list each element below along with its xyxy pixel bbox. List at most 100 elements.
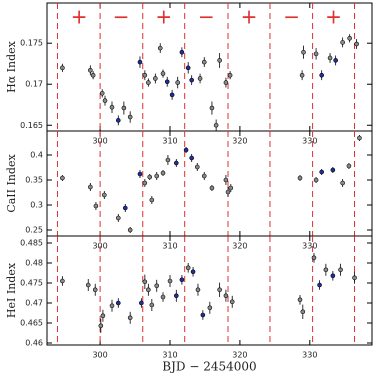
phase-sign: − <box>198 5 215 29</box>
data-point <box>127 227 133 233</box>
data-point <box>338 267 343 273</box>
data-point <box>311 255 317 261</box>
data-point <box>85 282 91 288</box>
data-point <box>100 313 106 319</box>
data-point <box>357 135 362 141</box>
data-point <box>160 170 166 176</box>
data-point <box>352 275 357 281</box>
data-point <box>223 293 229 299</box>
data-point <box>228 185 234 191</box>
data-point <box>223 80 229 85</box>
data-point <box>197 76 203 81</box>
y-tick-label: 0.465 <box>20 319 43 328</box>
data-point <box>88 67 93 73</box>
data-point <box>146 287 151 293</box>
data-point <box>149 197 155 203</box>
data-point <box>189 77 194 83</box>
data-point <box>227 72 233 78</box>
data-point <box>93 203 99 209</box>
x-axis-label: BJD − 2454000 <box>162 360 256 374</box>
data-point <box>229 299 235 305</box>
data-point <box>142 72 148 78</box>
x-tick-label: 320 <box>232 242 247 251</box>
data-point <box>333 58 338 63</box>
x-tick-label: 330 <box>302 242 317 251</box>
x-tick-label: 310 <box>162 242 177 251</box>
data-point <box>347 35 352 41</box>
data-point <box>115 300 121 306</box>
data-point <box>194 164 200 170</box>
phase-sign: + <box>241 5 258 29</box>
data-point <box>299 72 305 78</box>
data-point <box>190 269 196 275</box>
data-point <box>137 171 143 177</box>
data-point <box>98 323 104 329</box>
data-point <box>225 189 231 195</box>
y-tick-label: 0.35 <box>25 176 43 185</box>
y-tick-label: 0.475 <box>20 279 43 288</box>
data-point <box>340 40 345 45</box>
data-point <box>154 283 160 289</box>
data-point <box>174 293 179 299</box>
data-point <box>109 303 115 309</box>
y-tick-label: 0.485 <box>20 239 43 248</box>
data-point <box>92 287 98 293</box>
panel-frame <box>46 130 373 237</box>
data-point <box>340 180 345 186</box>
data-point <box>174 160 179 166</box>
data-point <box>223 177 229 183</box>
data-point <box>179 277 185 283</box>
phase-sign: − <box>283 5 300 29</box>
y-tick-label: 0.25 <box>25 226 43 235</box>
x-tick-label: 310 <box>162 351 177 360</box>
data-point <box>209 185 215 191</box>
data-point <box>137 59 143 65</box>
y-axis-label: CaII Index <box>5 154 18 213</box>
y-tick-label: 0.4 <box>30 151 43 160</box>
y-tick-label: 0.17 <box>25 80 43 89</box>
data-point <box>165 157 171 163</box>
data-point <box>60 65 65 71</box>
data-point <box>201 173 207 179</box>
data-point <box>354 41 359 47</box>
y-tick-label: 0.165 <box>20 121 43 130</box>
x-tick-label: 330 <box>302 137 317 146</box>
data-point <box>301 49 306 55</box>
data-point <box>160 294 166 300</box>
data-point <box>157 45 163 51</box>
data-point <box>139 300 144 306</box>
phase-sign: − <box>113 5 130 29</box>
data-point <box>313 177 319 183</box>
data-point <box>319 72 324 78</box>
data-point <box>142 180 148 186</box>
data-point <box>179 49 185 55</box>
y-tick-label: 0.3 <box>30 201 43 210</box>
data-point <box>122 205 128 211</box>
data-point <box>213 122 219 128</box>
data-point <box>160 71 166 76</box>
data-point <box>142 279 148 285</box>
panel-frame <box>46 235 373 346</box>
data-point <box>185 265 191 271</box>
data-point <box>195 287 201 293</box>
data-point <box>330 167 336 173</box>
data-point <box>102 98 108 103</box>
data-point <box>167 278 173 284</box>
data-point <box>153 76 158 81</box>
data-point <box>154 173 160 179</box>
data-point <box>121 105 127 111</box>
data-point <box>102 192 107 198</box>
data-point <box>207 305 213 311</box>
data-point <box>319 169 324 175</box>
data-point <box>209 105 215 111</box>
data-point <box>109 104 115 110</box>
phase-sign: + <box>71 5 88 29</box>
data-point <box>146 80 151 85</box>
x-tick-label: 320 <box>232 351 247 360</box>
data-point <box>217 58 222 63</box>
phase-sign: + <box>155 5 172 29</box>
y-tick-label: 0.48 <box>25 259 43 268</box>
data-point <box>164 79 170 85</box>
x-tick-label: 310 <box>162 137 177 146</box>
